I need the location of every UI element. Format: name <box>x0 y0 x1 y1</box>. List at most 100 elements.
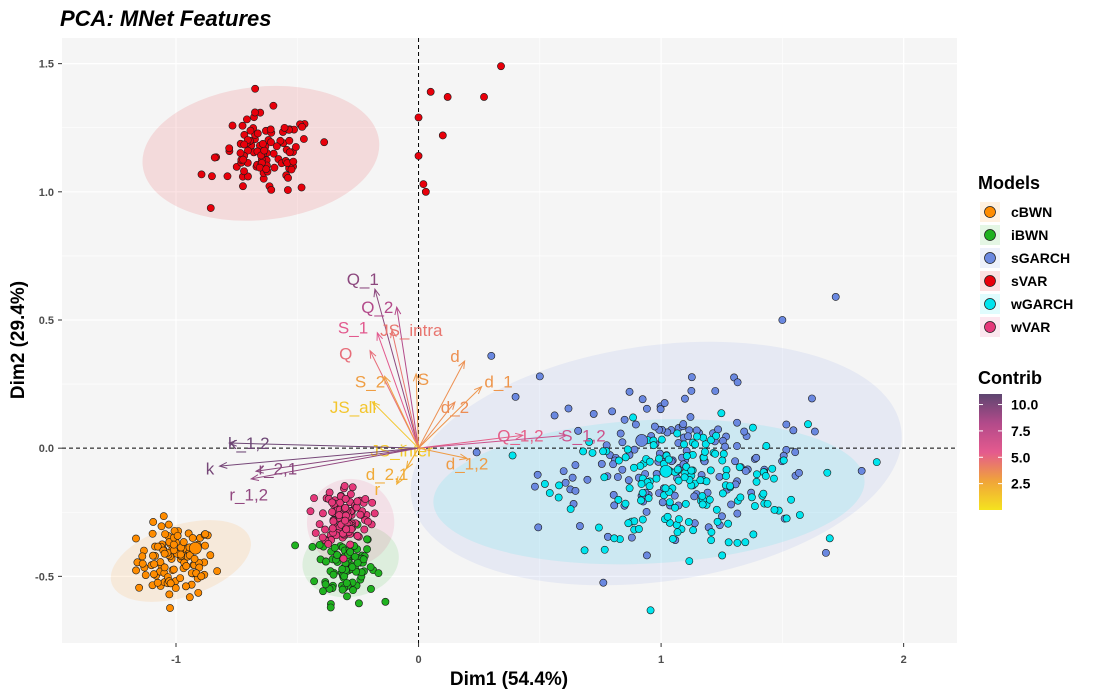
point-wGARCH <box>712 431 721 440</box>
point-sVAR <box>243 146 252 155</box>
colorbar-contrib: Contrib 2.5 5.0 7.5 10.0 <box>978 368 1042 510</box>
point-wGARCH <box>673 465 682 474</box>
point-sVAR <box>260 146 269 155</box>
point-sGARCH <box>531 482 539 491</box>
point-sGARCH <box>571 461 580 469</box>
point-sGARCH <box>733 418 741 427</box>
point-sGARCH <box>733 442 741 450</box>
point-wGARCH <box>636 462 645 470</box>
point-wGARCH <box>668 535 677 543</box>
point-iBWN <box>329 570 338 579</box>
point-sGARCH <box>574 426 583 435</box>
point-cBWN <box>171 584 180 592</box>
point-cBWN <box>132 534 140 543</box>
x-tick-label: 1 <box>658 654 664 666</box>
legend-models: Models cBWN iBWN sGARCH sVAR wGARCH wVAR <box>978 173 1073 337</box>
arrow-label-r: r <box>374 480 380 499</box>
arrowhead-k <box>218 462 228 469</box>
point-sGARCH <box>603 532 612 541</box>
point-sVAR <box>210 153 219 162</box>
point-sVAR <box>243 115 251 124</box>
point-wVAR <box>328 508 336 516</box>
arrow-r_1,2 <box>251 447 419 480</box>
point-sGARCH <box>487 351 496 360</box>
point-sVAR <box>251 84 260 93</box>
point-sGARCH <box>550 411 559 420</box>
point-cBWN <box>169 565 178 574</box>
point-sVAR <box>284 173 292 182</box>
arrow-S <box>415 373 420 449</box>
point-wGARCH <box>685 557 694 566</box>
point-wGARCH <box>763 499 772 508</box>
point-cBWN <box>153 542 162 551</box>
point-cBWN <box>135 583 144 592</box>
point-sGARCH <box>599 578 608 587</box>
point-iBWN <box>340 572 349 581</box>
arrow-label-Q_1: Q_1 <box>347 270 379 289</box>
point-wGARCH <box>724 519 733 528</box>
point-sGARCH <box>660 399 669 407</box>
reference-lines <box>62 38 957 643</box>
point-cBWN <box>149 570 158 579</box>
point-sVAR <box>285 136 294 145</box>
point-sVAR <box>299 135 308 143</box>
point-iBWN <box>342 579 351 587</box>
legend-item-sVAR: sVAR <box>980 271 1047 291</box>
point-wGARCH <box>751 502 759 510</box>
point-sGARCH <box>733 509 742 518</box>
point-sGARCH <box>616 429 625 438</box>
point-cBWN <box>190 554 199 563</box>
point-sGARCH <box>564 404 573 413</box>
point-wGARCH <box>629 413 637 422</box>
point-cBWN <box>169 540 178 549</box>
point-sVAR <box>320 138 329 147</box>
arrow-r <box>396 447 419 485</box>
point-wGARCH <box>625 484 634 493</box>
point-wGARCH <box>825 534 834 543</box>
arrow-k_1,2 <box>229 442 419 449</box>
arrowhead-S_1,2 <box>558 432 568 440</box>
point-wGARCH <box>733 538 742 547</box>
colorbar-tick-label: 2.5 <box>1011 476 1031 492</box>
point-iBWN <box>363 535 371 544</box>
point-cBWN <box>138 552 147 561</box>
point-sVAR <box>297 183 306 192</box>
point-cBWN <box>149 551 157 560</box>
point-wGARCH <box>741 538 750 547</box>
point-wGARCH <box>682 452 691 460</box>
point-cBWN <box>182 582 190 591</box>
point-sGARCH <box>684 432 692 441</box>
arrow-label-JS_all: JS_all <box>330 398 376 417</box>
arrow-label-d: d <box>450 347 459 366</box>
point-wGARCH <box>779 456 788 465</box>
point-sGARCH <box>643 404 651 413</box>
point-wVAR <box>339 554 348 563</box>
arrow-Q_2 <box>396 307 420 449</box>
point-iBWN <box>338 585 347 594</box>
arrowhead-d_1,2 <box>459 453 469 461</box>
point-sVAR <box>269 101 278 110</box>
arrowhead-S_1 <box>376 331 383 341</box>
point-wGARCH <box>545 489 554 497</box>
point-wVAR <box>342 525 351 534</box>
point-wGARCH <box>726 482 734 490</box>
point-cBWN <box>161 530 169 539</box>
point-sGARCH <box>687 386 696 395</box>
point-wGARCH <box>554 493 563 502</box>
plot-panel <box>62 38 957 643</box>
arrow-label-d_1: d_1 <box>484 373 512 392</box>
arrow-d <box>418 360 466 449</box>
point-sVAR <box>267 185 276 194</box>
legend-item-iBWN: iBWN <box>980 225 1048 245</box>
legend-title: Models <box>978 173 1040 193</box>
point-wGARCH <box>762 442 771 450</box>
y-tick-label: 1.0 <box>39 187 54 199</box>
legend-marker <box>984 252 996 264</box>
point-wVAR <box>353 497 362 506</box>
point-sVAR <box>251 108 259 117</box>
point-wGARCH <box>698 500 707 509</box>
point-sGARCH <box>721 442 729 451</box>
point-sGARCH <box>740 427 749 436</box>
arrowhead-r_2,1 <box>254 466 264 474</box>
point-wGARCH <box>657 435 666 444</box>
